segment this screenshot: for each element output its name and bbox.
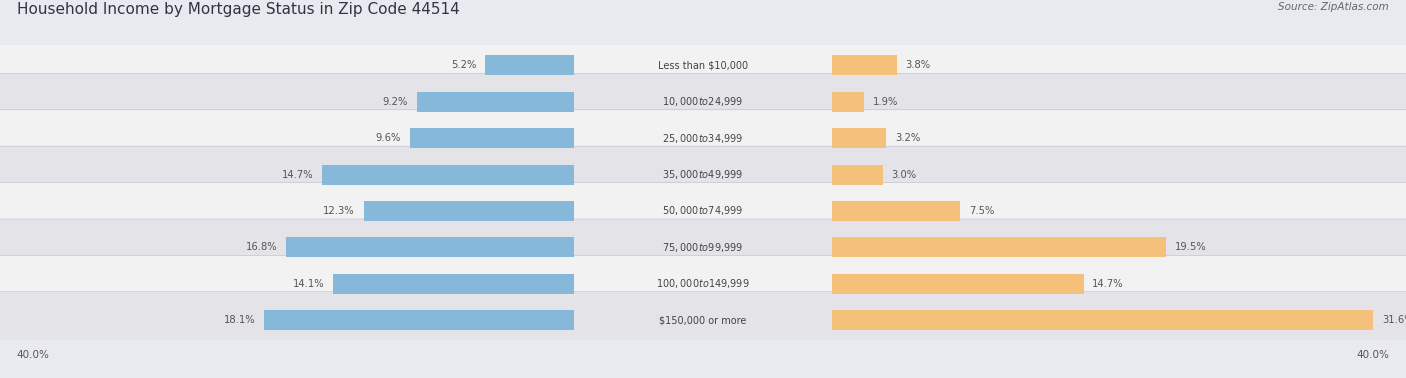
Text: 3.8%: 3.8% [905, 60, 931, 70]
Text: 14.7%: 14.7% [283, 170, 314, 180]
Bar [831, 128, 886, 148]
Text: 19.5%: 19.5% [1174, 242, 1206, 253]
Bar [831, 92, 865, 112]
FancyBboxPatch shape [0, 110, 1406, 167]
Text: 7.5%: 7.5% [969, 206, 994, 216]
Text: 31.6%: 31.6% [1382, 315, 1406, 325]
Text: 3.2%: 3.2% [896, 133, 921, 143]
Text: 12.3%: 12.3% [323, 206, 354, 216]
Bar [364, 201, 575, 221]
FancyBboxPatch shape [0, 292, 1406, 349]
Bar [322, 164, 575, 184]
FancyBboxPatch shape [0, 73, 1406, 130]
Text: Less than $10,000: Less than $10,000 [658, 60, 748, 70]
Text: 9.6%: 9.6% [375, 133, 401, 143]
Bar [831, 274, 1084, 294]
FancyBboxPatch shape [0, 146, 1406, 203]
Bar [831, 55, 897, 75]
Bar [264, 310, 575, 330]
Text: Source: ZipAtlas.com: Source: ZipAtlas.com [1278, 2, 1389, 12]
Text: $50,000 to $74,999: $50,000 to $74,999 [662, 204, 744, 217]
Text: Household Income by Mortgage Status in Zip Code 44514: Household Income by Mortgage Status in Z… [17, 2, 460, 17]
Bar [409, 128, 575, 148]
Bar [831, 164, 883, 184]
Bar [485, 55, 575, 75]
Bar [333, 274, 575, 294]
FancyBboxPatch shape [0, 37, 1406, 94]
Text: $35,000 to $49,999: $35,000 to $49,999 [662, 168, 744, 181]
Text: $100,000 to $149,999: $100,000 to $149,999 [657, 277, 749, 290]
Text: 40.0%: 40.0% [17, 350, 49, 360]
FancyBboxPatch shape [0, 183, 1406, 239]
Text: 14.7%: 14.7% [1092, 279, 1123, 289]
Text: $25,000 to $34,999: $25,000 to $34,999 [662, 132, 744, 145]
Text: $75,000 to $99,999: $75,000 to $99,999 [662, 241, 744, 254]
Text: 5.2%: 5.2% [451, 60, 477, 70]
Bar [416, 92, 575, 112]
Bar [831, 310, 1374, 330]
Text: $10,000 to $24,999: $10,000 to $24,999 [662, 95, 744, 108]
Text: 1.9%: 1.9% [873, 97, 898, 107]
FancyBboxPatch shape [0, 256, 1406, 312]
Text: $150,000 or more: $150,000 or more [659, 315, 747, 325]
Text: 16.8%: 16.8% [246, 242, 278, 253]
Legend: Without Mortgage, With Mortgage: Without Mortgage, With Mortgage [576, 377, 830, 378]
Text: 14.1%: 14.1% [292, 279, 323, 289]
Text: 9.2%: 9.2% [382, 97, 408, 107]
Text: 40.0%: 40.0% [1357, 350, 1389, 360]
Bar [831, 201, 960, 221]
Bar [287, 237, 575, 257]
Bar [831, 237, 1166, 257]
Text: 3.0%: 3.0% [891, 170, 917, 180]
FancyBboxPatch shape [0, 219, 1406, 276]
Text: 18.1%: 18.1% [224, 315, 256, 325]
